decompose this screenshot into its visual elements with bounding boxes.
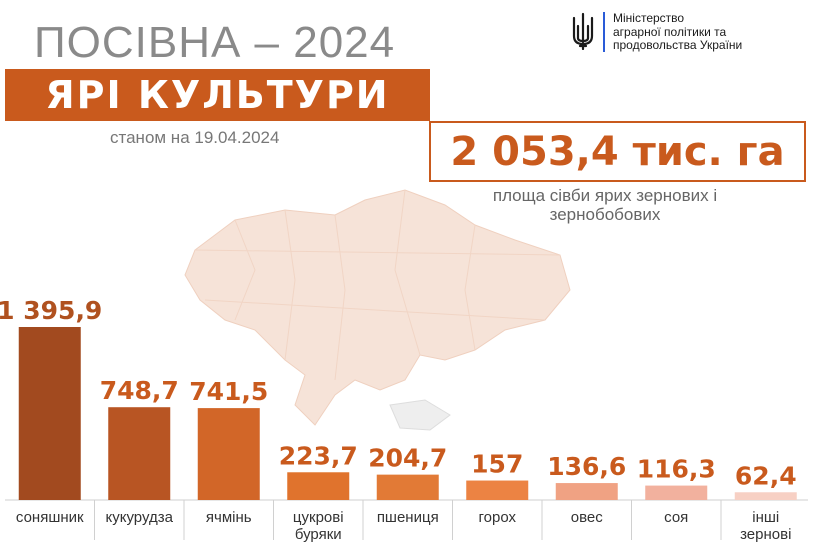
category-label: інші bbox=[752, 509, 779, 526]
bar-4 bbox=[376, 474, 439, 500]
bar-1 bbox=[108, 407, 171, 500]
bar-value-label: 136,6 bbox=[547, 452, 626, 481]
ministry-name: Міністерство аграрної політики та продов… bbox=[613, 11, 743, 53]
bar-value-label: 116,3 bbox=[637, 455, 716, 484]
total-area-value: 2 053,4 тис. га bbox=[450, 128, 785, 175]
ukraine-map-icon bbox=[184, 189, 571, 431]
total-area-label: площа сівби ярих зернових і зернобобових bbox=[492, 186, 718, 224]
category-label: соняшник bbox=[16, 509, 84, 526]
category-label: буряки bbox=[295, 526, 342, 543]
bar-5 bbox=[466, 480, 529, 500]
bar-value-label: 62,4 bbox=[735, 461, 797, 490]
bar-0 bbox=[18, 327, 81, 500]
bar-6 bbox=[555, 483, 618, 500]
category-label: соя bbox=[664, 509, 688, 526]
category-label: овес bbox=[571, 509, 603, 526]
category-label: ячмінь bbox=[206, 509, 252, 526]
category-label: горох bbox=[479, 509, 517, 526]
total-area-box: 2 053,4 тис. га bbox=[429, 121, 806, 182]
category-label: цукрові bbox=[293, 509, 344, 526]
ministry-divider bbox=[603, 12, 605, 52]
trident-icon bbox=[572, 12, 594, 50]
bar-7 bbox=[645, 485, 708, 500]
ministry-line: Міністерство bbox=[613, 11, 685, 25]
ministry-line: продовольства України bbox=[613, 38, 743, 52]
bar-value-label: 204,7 bbox=[368, 444, 447, 473]
bar-value-label: 1 395,9 bbox=[0, 296, 102, 325]
category-label: кукурудза bbox=[106, 509, 174, 526]
banner: ЯРІ КУЛЬТУРИ bbox=[5, 69, 430, 121]
bar-2 bbox=[197, 408, 260, 500]
report-date: станом на 19.04.2024 bbox=[110, 128, 280, 147]
ministry-logo: Міністерство аграрної політики та продов… bbox=[570, 11, 743, 53]
bar-value-label: 741,5 bbox=[189, 377, 268, 406]
bar-value-label: 748,7 bbox=[100, 376, 179, 405]
category-label: пшениця bbox=[377, 509, 439, 526]
category-label: зернові bbox=[740, 526, 791, 543]
banner-text: ЯРІ КУЛЬТУРИ bbox=[45, 73, 390, 117]
bar-3 bbox=[287, 472, 350, 500]
ministry-line: аграрної політики та bbox=[613, 24, 727, 39]
bar-8 bbox=[734, 492, 797, 500]
bar-value-label: 157 bbox=[471, 450, 523, 479]
bar-value-label: 223,7 bbox=[279, 441, 358, 470]
page-title: ПОСІВНА – 2024 bbox=[34, 18, 396, 67]
